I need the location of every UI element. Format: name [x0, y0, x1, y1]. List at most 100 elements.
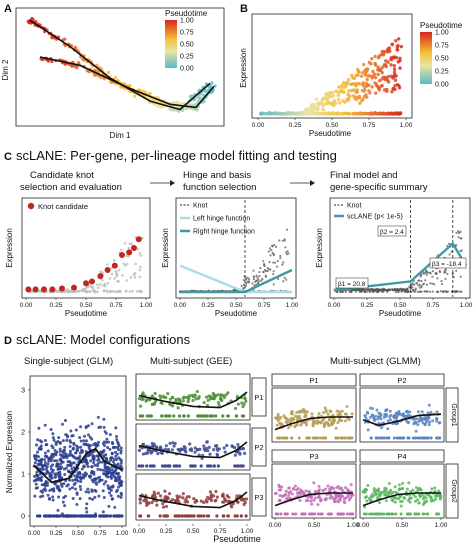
d3-point: [429, 410, 433, 414]
d2-fit-line: [138, 391, 248, 409]
d2-point: [224, 393, 228, 397]
d1-point: [37, 426, 41, 430]
d2-point: [154, 399, 158, 403]
d2-point: [225, 493, 229, 498]
d3-point: [277, 417, 281, 421]
d2-zero-point: [205, 464, 210, 468]
d3-point: [388, 415, 392, 419]
d2-point: [184, 450, 188, 454]
d1-point: [110, 497, 114, 501]
x-tick-label: 1.00: [116, 530, 129, 537]
c3-point: [446, 290, 450, 293]
d2-zero-point: [164, 514, 169, 518]
b-point: [380, 70, 384, 75]
c1-point: [95, 283, 99, 286]
d1-point: [46, 483, 50, 487]
d1-point: [82, 439, 86, 443]
d1-point: [104, 480, 108, 484]
d1-point: [78, 497, 82, 501]
c1-knot-candidate: [104, 267, 111, 273]
c2-point: [252, 278, 255, 281]
d2-point: [193, 394, 197, 398]
d1-point: [47, 457, 51, 461]
d1-point: [53, 482, 57, 486]
d3-zero-point: [321, 436, 325, 440]
c1-point: [77, 289, 81, 293]
d1-point: [102, 496, 106, 500]
d3-zero-point: [374, 512, 378, 516]
d-sub2: Multi-subject (GEE): [150, 356, 232, 367]
d1-point: [62, 467, 66, 471]
panel-a-xlabel: Dim 1: [110, 131, 131, 140]
d1-point: [119, 461, 123, 465]
panel-d1-fit: [33, 447, 123, 484]
d3-point: [328, 489, 332, 493]
d1-point: [109, 488, 113, 492]
c1-point: [139, 254, 142, 257]
c2-point: [259, 267, 262, 270]
b-point: [338, 101, 342, 105]
d1-point: [33, 494, 37, 498]
d1-point: [72, 461, 76, 465]
panel-c1-ylabel: Expression: [5, 228, 14, 268]
c1-knot-candidate: [111, 262, 118, 269]
b-point: [364, 111, 369, 116]
d3-point: [298, 410, 302, 414]
b-point: [377, 88, 382, 92]
d1-point: [69, 471, 73, 475]
panel-label-a: A: [4, 3, 12, 15]
c3-point: [369, 288, 373, 291]
b-point: [271, 111, 275, 116]
b-point: [341, 80, 346, 85]
d2-zero-point: [235, 464, 239, 468]
c1-point: [113, 276, 116, 280]
d2-point: [178, 495, 182, 499]
c3-point: [368, 290, 371, 293]
d2-point: [210, 396, 214, 401]
d2-zero-point: [209, 414, 214, 418]
c2-point: [276, 259, 280, 262]
c3-point: [438, 269, 441, 273]
d3-point: [313, 496, 317, 500]
c2-point: [260, 279, 263, 282]
d1-point: [59, 482, 63, 486]
section-c-title: scLANE: Per-gene, per-lineage model fitt…: [16, 148, 337, 163]
b-point: [361, 81, 366, 85]
d2-zero-point: [146, 514, 151, 518]
c3-point: [382, 290, 385, 294]
d3-point: [321, 488, 325, 492]
d3-point: [333, 500, 337, 504]
d1-point: [80, 467, 84, 471]
d2-point: [193, 500, 197, 504]
d1-point: [73, 478, 77, 482]
d3-zero-point: [340, 436, 344, 440]
panel-b-ylabel: Expression: [239, 48, 248, 88]
d3-zero-point: [435, 512, 439, 516]
d1-point: [69, 429, 73, 433]
d3-zero-point: [308, 512, 312, 516]
d1-point: [99, 478, 103, 482]
d3-point: [384, 413, 388, 417]
d1-point: [93, 477, 97, 481]
b-point: [389, 63, 393, 67]
b-point: [373, 75, 378, 80]
d3-point: [322, 411, 326, 415]
d3-point: [415, 486, 419, 490]
d2-point: [138, 497, 142, 501]
d3-point: [429, 496, 433, 500]
d3-point: [427, 403, 431, 407]
d3-point: [411, 488, 415, 492]
d2-zero-point: [209, 464, 213, 468]
d1-point: [69, 440, 73, 444]
c3-legend-fit: scLANE (p< 1e-5): [347, 214, 403, 221]
c1-point: [133, 275, 137, 279]
d1-point: [46, 449, 50, 453]
d1-point: [72, 441, 76, 445]
d1-point: [93, 463, 97, 467]
d3-point: [368, 497, 372, 501]
d1-point: [51, 446, 55, 450]
d1-point: [48, 489, 52, 493]
d3-point: [387, 491, 391, 495]
d3-point: [414, 429, 418, 433]
d1-point: [34, 478, 38, 482]
